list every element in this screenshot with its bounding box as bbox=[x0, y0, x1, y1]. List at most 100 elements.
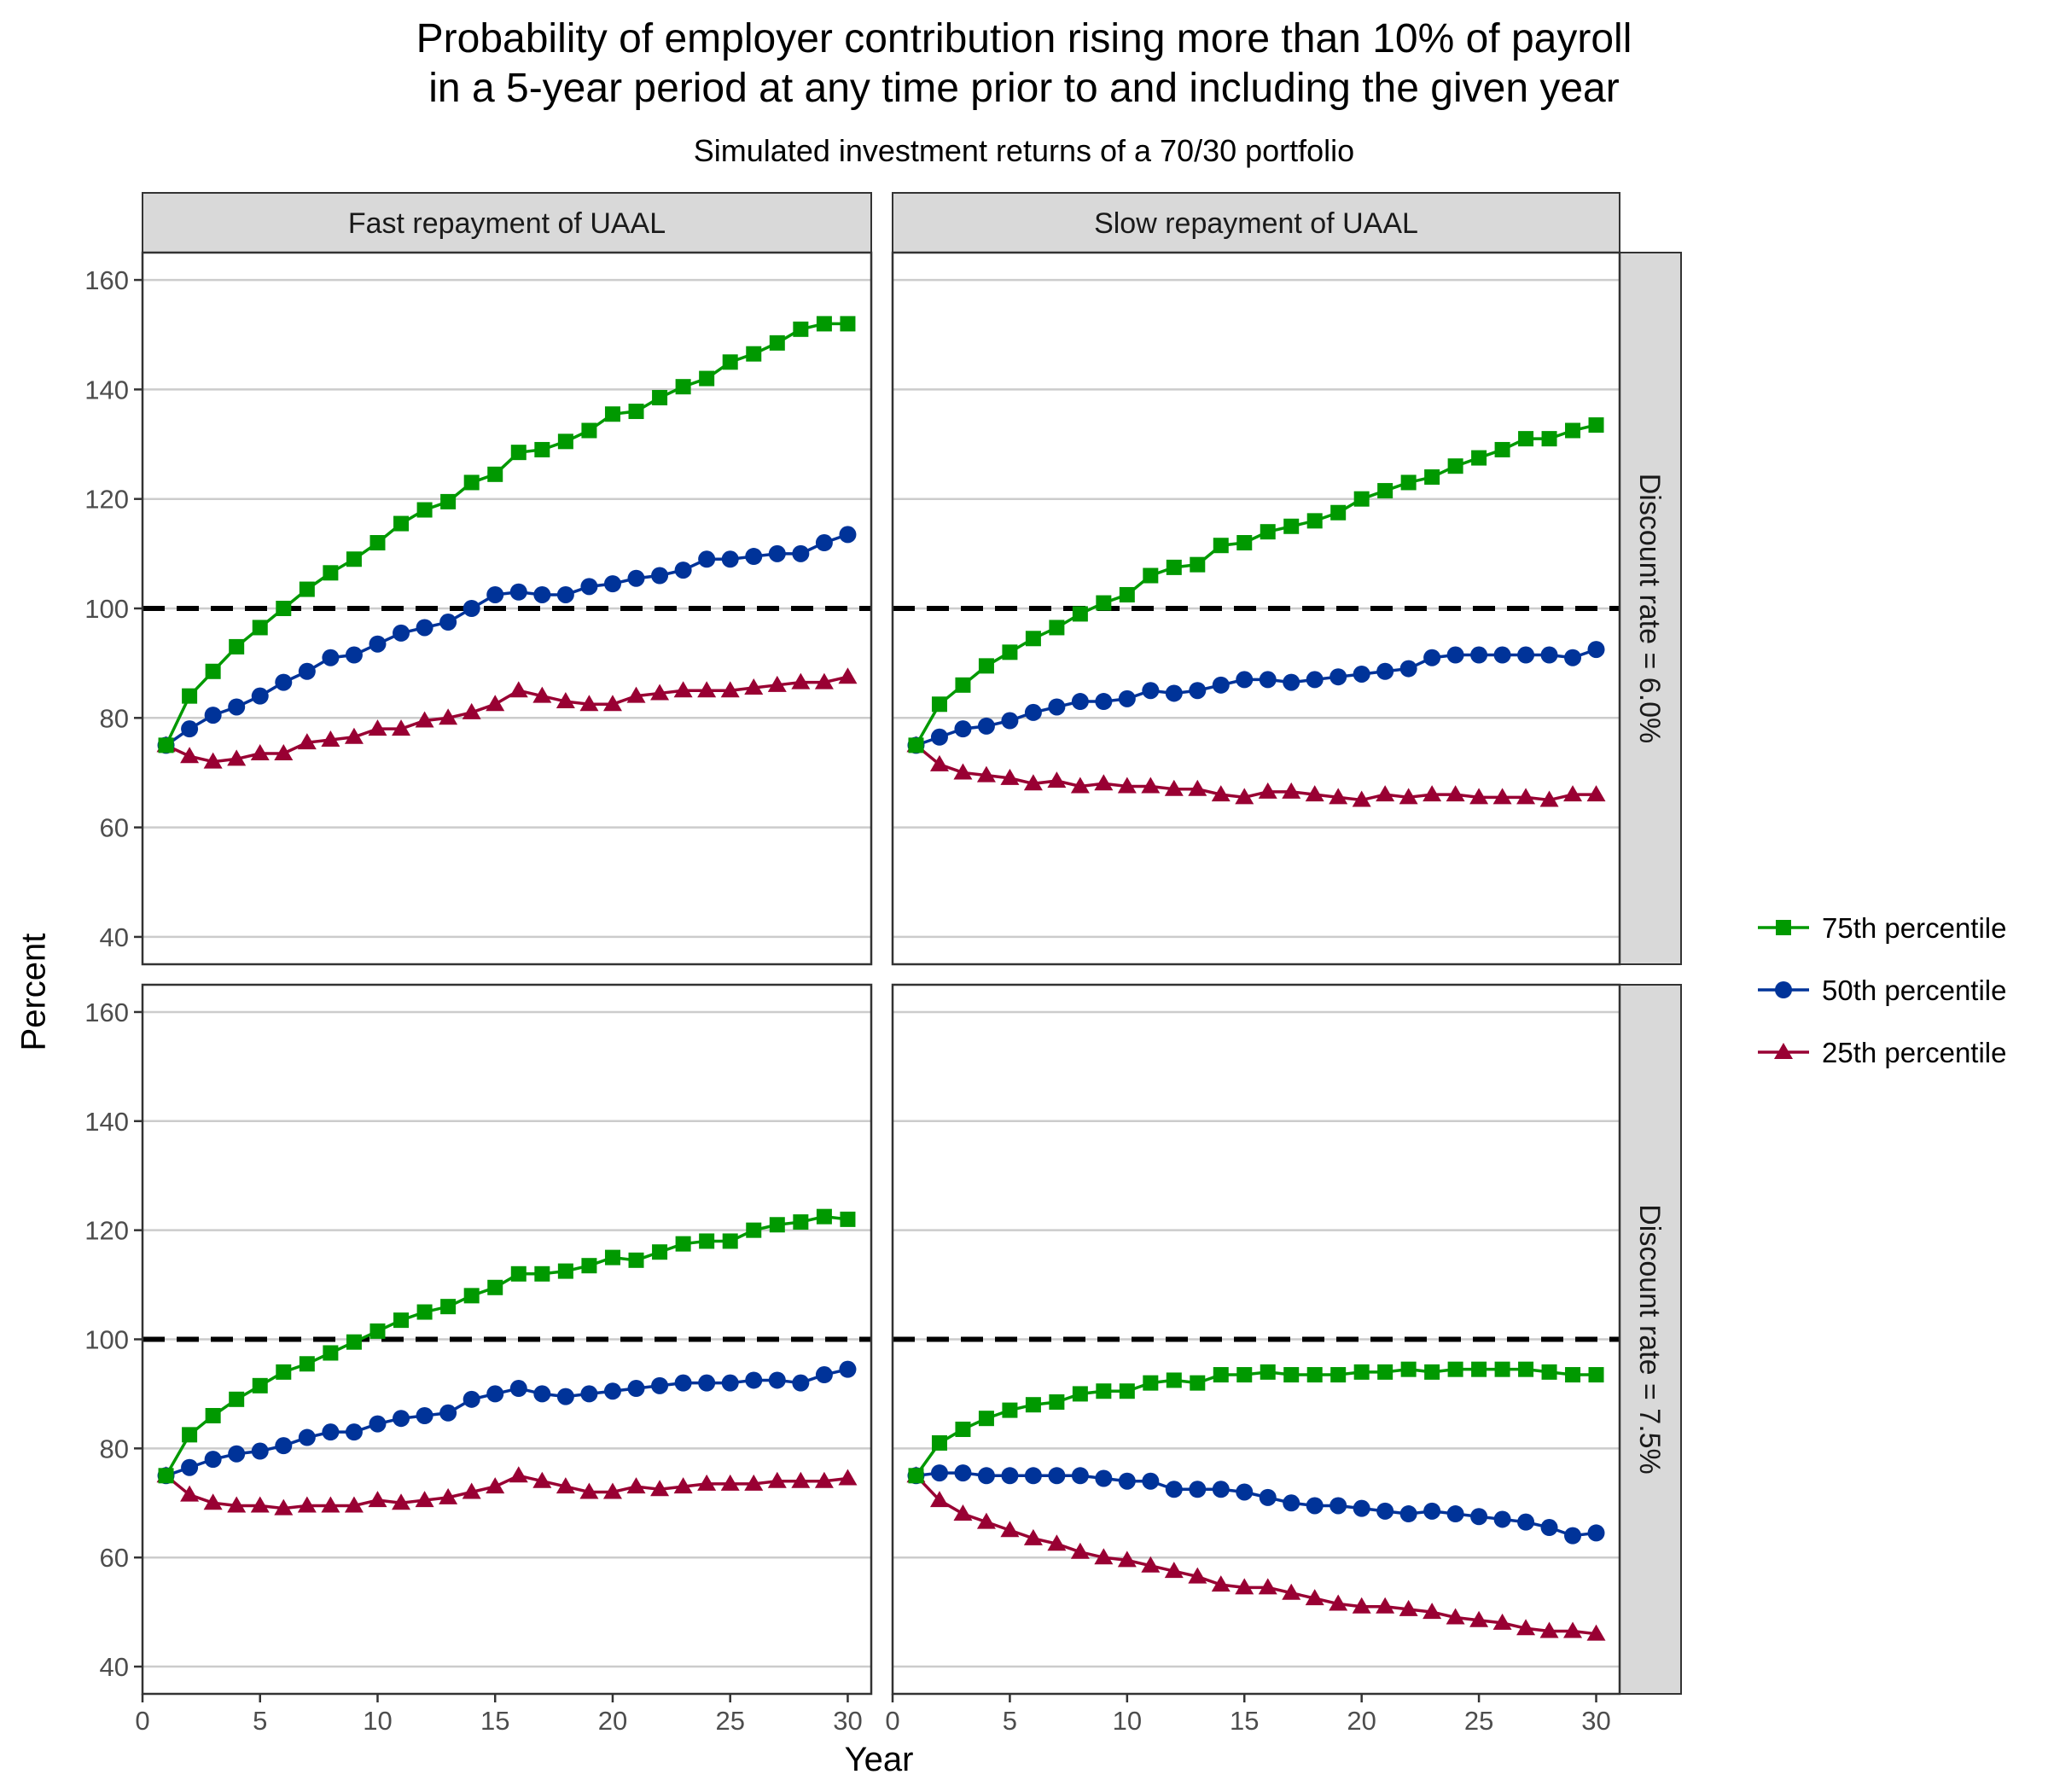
point-p50 bbox=[416, 619, 433, 637]
y-tick-label: 80 bbox=[100, 1434, 129, 1463]
point-p25 bbox=[1164, 779, 1184, 796]
point-p25 bbox=[1376, 785, 1395, 802]
point-p25 bbox=[1117, 777, 1137, 794]
point-p25 bbox=[673, 681, 693, 698]
series-p75 bbox=[908, 417, 1604, 753]
point-p50 bbox=[1283, 673, 1300, 691]
point-p50 bbox=[1095, 1469, 1113, 1487]
x-tick-label: 30 bbox=[1581, 1706, 1610, 1736]
point-p50 bbox=[1283, 1494, 1300, 1512]
point-p25 bbox=[767, 1471, 787, 1488]
point-p50 bbox=[768, 544, 786, 562]
point-p75 bbox=[1377, 483, 1393, 499]
point-p25 bbox=[1539, 1621, 1559, 1638]
legend-item-p25: 25th percentile bbox=[1758, 1037, 2006, 1068]
point-p25 bbox=[486, 1477, 505, 1494]
point-p75 bbox=[1424, 1364, 1440, 1380]
point-p75 bbox=[1565, 422, 1581, 439]
point-p75 bbox=[1518, 431, 1534, 447]
point-p25 bbox=[579, 1482, 599, 1499]
point-p50 bbox=[1142, 682, 1160, 700]
point-p50 bbox=[698, 550, 716, 568]
point-p50 bbox=[369, 635, 387, 653]
point-p25 bbox=[1586, 1624, 1606, 1641]
point-p75 bbox=[1353, 1364, 1370, 1380]
point-p75 bbox=[229, 1391, 245, 1407]
series-p75 bbox=[908, 1361, 1604, 1484]
point-p25 bbox=[1000, 1521, 1020, 1538]
point-p50 bbox=[1493, 646, 1511, 664]
point-p50 bbox=[815, 1366, 833, 1384]
point-p25 bbox=[1211, 1575, 1231, 1592]
point-p25 bbox=[1563, 785, 1583, 802]
x-tick-label: 25 bbox=[715, 1706, 744, 1736]
point-p25 bbox=[1586, 785, 1606, 802]
point-p25 bbox=[344, 727, 364, 744]
point-p25 bbox=[1563, 1621, 1583, 1638]
point-p25 bbox=[532, 1471, 552, 1488]
point-p25 bbox=[976, 765, 996, 783]
point-p75 bbox=[158, 1468, 174, 1484]
point-p75 bbox=[1025, 631, 1041, 647]
point-p75 bbox=[1096, 1383, 1112, 1399]
legend-label: 75th percentile bbox=[1822, 912, 2006, 944]
point-p75 bbox=[1119, 1383, 1135, 1399]
point-p75 bbox=[323, 565, 339, 581]
point-p50 bbox=[674, 1374, 692, 1392]
point-p50 bbox=[603, 1382, 621, 1400]
y-axis-title: Percent bbox=[15, 933, 53, 1051]
point-p25 bbox=[1211, 785, 1231, 802]
series-p50 bbox=[907, 1464, 1605, 1545]
point-p50 bbox=[1587, 641, 1605, 659]
point-p50 bbox=[1259, 1488, 1277, 1506]
point-p50 bbox=[181, 1458, 199, 1476]
point-p75 bbox=[205, 663, 221, 679]
point-p50 bbox=[1165, 684, 1183, 702]
legend-marker bbox=[1776, 920, 1791, 935]
point-p75 bbox=[252, 620, 268, 636]
point-p50 bbox=[275, 673, 293, 691]
point-p75 bbox=[840, 1211, 856, 1227]
point-p25 bbox=[976, 1512, 996, 1529]
point-p25 bbox=[1446, 1608, 1465, 1625]
facet-strip-bg bbox=[1619, 984, 1682, 1695]
point-p25 bbox=[1164, 1562, 1184, 1579]
point-p50 bbox=[1517, 1513, 1535, 1531]
point-p50 bbox=[298, 662, 316, 680]
point-p75 bbox=[746, 346, 762, 362]
point-p75 bbox=[699, 370, 715, 387]
point-p25 bbox=[1094, 1548, 1114, 1565]
point-p25 bbox=[1235, 1578, 1254, 1595]
point-p50 bbox=[345, 1423, 363, 1441]
point-p50 bbox=[1024, 1467, 1042, 1485]
point-p25 bbox=[203, 752, 223, 769]
point-p25 bbox=[1070, 1542, 1090, 1559]
point-p75 bbox=[1002, 644, 1018, 660]
point-p25 bbox=[650, 684, 670, 701]
point-p75 bbox=[323, 1345, 339, 1361]
legend: 75th percentile 50th percentile 25th perce… bbox=[1758, 912, 2006, 1068]
point-p25 bbox=[1399, 1599, 1418, 1616]
point-p75 bbox=[931, 1434, 947, 1451]
point-p75 bbox=[1541, 431, 1557, 447]
y-tick-label: 60 bbox=[100, 1543, 129, 1573]
series-p75 bbox=[158, 1208, 856, 1484]
point-p50 bbox=[439, 614, 457, 631]
point-p75 bbox=[534, 441, 550, 457]
point-p25 bbox=[509, 1466, 528, 1483]
point-p75 bbox=[346, 551, 362, 567]
point-p75 bbox=[652, 390, 668, 406]
legend-marker bbox=[1774, 1043, 1793, 1059]
point-p25 bbox=[579, 695, 599, 712]
point-p25 bbox=[368, 719, 387, 736]
panel-r1-c2 bbox=[891, 251, 1621, 966]
point-p50 bbox=[1329, 1497, 1347, 1515]
point-p25 bbox=[720, 681, 740, 698]
point-p25 bbox=[321, 1496, 340, 1513]
point-p75 bbox=[229, 638, 245, 655]
point-p25 bbox=[1469, 1610, 1489, 1627]
point-p75 bbox=[1447, 1361, 1463, 1377]
facet-row-label: Discount rate = 7.5% bbox=[1633, 1204, 1666, 1475]
point-p50 bbox=[1493, 1510, 1511, 1528]
facet-strip-col-2: Slow repayment of UAAL bbox=[892, 192, 1620, 253]
